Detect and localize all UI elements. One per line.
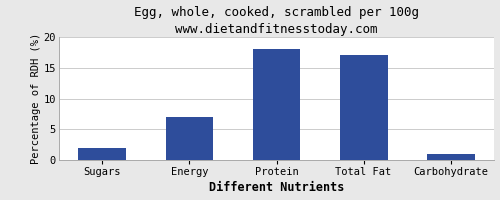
X-axis label: Different Nutrients: Different Nutrients	[209, 181, 344, 194]
Bar	[78, 148, 126, 160]
Y-axis label: Percentage of RDH (%): Percentage of RDH (%)	[30, 33, 40, 164]
Bar	[252, 49, 300, 160]
Bar	[340, 55, 388, 160]
Title: Egg, whole, cooked, scrambled per 100g
www.dietandfitnesstoday.com: Egg, whole, cooked, scrambled per 100g w…	[134, 6, 419, 36]
Bar	[166, 117, 214, 160]
Bar	[426, 154, 474, 160]
